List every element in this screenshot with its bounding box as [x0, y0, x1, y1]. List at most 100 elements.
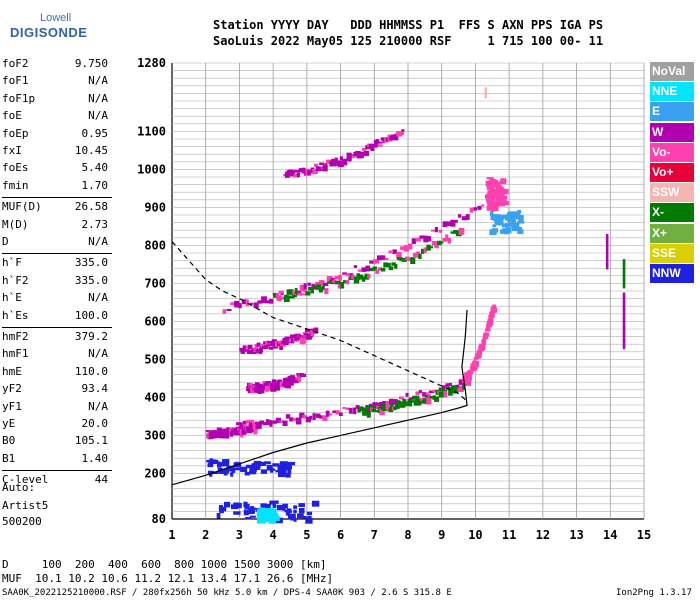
echo-point [219, 505, 223, 510]
echo-point [277, 464, 285, 471]
echo-point [312, 169, 318, 175]
echo-point [217, 467, 223, 471]
echo-point [399, 131, 405, 136]
echo-point [415, 237, 421, 242]
echo-point [261, 296, 267, 304]
echo-point [445, 234, 449, 241]
echo-point [217, 463, 222, 468]
echo-point [303, 283, 307, 290]
echo-point [505, 225, 511, 228]
x-tick-label: 1 [168, 528, 175, 542]
param-row: B0 105.1 [2, 434, 108, 447]
echo-point [216, 513, 221, 519]
echo-point [299, 284, 305, 292]
echo-point [275, 470, 282, 473]
echo-point [494, 184, 502, 188]
echo-point [334, 157, 338, 165]
echo-point [248, 509, 254, 515]
echo-point [281, 340, 285, 344]
param-value: N/A [88, 109, 108, 123]
echo-point [265, 340, 269, 347]
echo-point [345, 279, 350, 285]
echo-point [216, 427, 223, 431]
legend-item: NoVal [650, 62, 694, 81]
echo-point [605, 234, 609, 239]
echo-point [379, 408, 385, 416]
echo-point [508, 219, 513, 224]
param-value: 5.40 [81, 161, 109, 175]
param-row: foEp 0.95 [2, 127, 108, 140]
echo-point [390, 403, 394, 408]
echo-point [622, 307, 626, 313]
echo-point [355, 405, 360, 409]
param-row: B1 1.40 [2, 452, 108, 465]
echo-point [511, 227, 519, 232]
echo-point [431, 229, 437, 232]
legend-item: X+ [650, 223, 694, 243]
echo-point [253, 460, 262, 465]
echo-point [424, 395, 431, 398]
echo-point [302, 167, 306, 174]
echo-point [490, 213, 496, 220]
echo-point [517, 220, 524, 224]
echo-point [226, 308, 232, 311]
echo-point [622, 316, 626, 322]
logo-subtitle: Lowell [40, 12, 72, 24]
param-row: D N/A [2, 235, 108, 248]
echo-point [480, 344, 486, 350]
logo-title: DIGISONDE [10, 25, 88, 40]
auto-artist: Artist5 [2, 499, 49, 512]
echo-point [303, 333, 310, 336]
param-name: h`F [2, 256, 22, 270]
echo-point [339, 412, 343, 416]
echo-point [443, 390, 448, 398]
echo-point [622, 344, 626, 350]
echo-point [306, 511, 313, 516]
echo-point [286, 289, 293, 295]
echo-point [317, 166, 323, 172]
echo-point [230, 504, 239, 510]
echo-point [270, 385, 277, 392]
echo-point [500, 198, 506, 201]
echo-point [386, 262, 391, 268]
echo-point [361, 276, 366, 282]
echo-point [265, 300, 271, 304]
echo-point [329, 160, 334, 167]
echo-point [282, 505, 286, 511]
param-row: yF1 N/A [2, 400, 108, 413]
echo-point [492, 224, 497, 228]
echo-point [384, 257, 389, 261]
echo-point [465, 381, 472, 386]
echo-point [267, 511, 273, 517]
echo-point [622, 283, 626, 289]
echo-point [296, 172, 301, 178]
echo-point [373, 406, 378, 409]
param-value: 26.58 [74, 200, 108, 214]
echo-point [259, 462, 267, 466]
legend-item: Vo+ [650, 163, 694, 182]
param-separator [2, 253, 112, 255]
param-name: yF2 [2, 382, 22, 396]
echo-point [477, 348, 481, 355]
echo-point [293, 509, 297, 514]
legend-item: NNE [650, 82, 694, 102]
echo-point [431, 240, 438, 246]
echo-point [380, 137, 386, 141]
echo-point [404, 256, 410, 261]
x-tick-label: 5 [303, 528, 310, 542]
echo-point [282, 420, 288, 427]
param-name: hmF2 [2, 330, 29, 343]
echo-point [517, 217, 523, 220]
echo-point [434, 396, 440, 402]
param-value: 335.0 [74, 256, 108, 270]
echo-point [490, 207, 495, 212]
echo-point [365, 405, 369, 409]
echo-point [605, 264, 609, 270]
echo-point [494, 194, 503, 201]
echo-point [455, 384, 460, 388]
echo-point [243, 509, 249, 516]
param-name: h`F2 [2, 273, 29, 287]
echo-point [339, 156, 343, 161]
param-value: N/A [88, 291, 108, 305]
legend-item: SSE [650, 243, 694, 263]
